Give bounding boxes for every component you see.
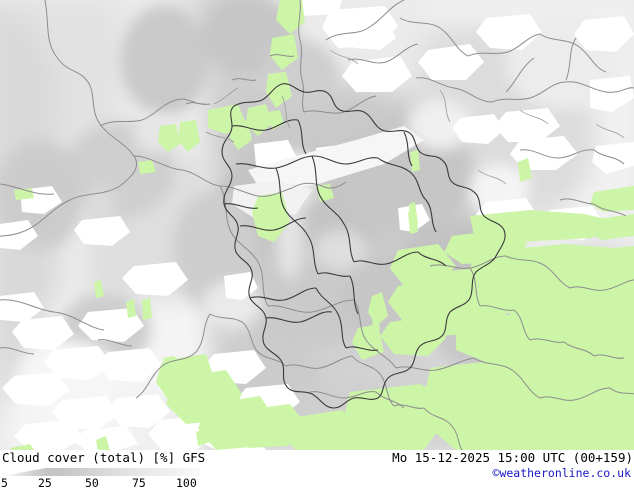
colorbar-tick-4: 100: [176, 476, 197, 490]
weather-map[interactable]: [0, 0, 634, 450]
copyright-credit: ©weatheronline.co.uk: [492, 466, 631, 480]
colorbar-tick-0: 5: [1, 476, 8, 490]
coastline-layer: [0, 0, 634, 450]
map-footer: Cloud cover (total) [%] GFS Mo 15-12-202…: [0, 450, 634, 490]
map-canvas: [0, 0, 634, 450]
colorbar-tick-2: 50: [85, 476, 99, 490]
german-state-borders-layer: [221, 83, 506, 409]
colorbar-tick-labels: 5 25 50 75 100: [0, 477, 215, 490]
colorbar-tick-1: 25: [38, 476, 52, 490]
colorbar-tick-3: 75: [132, 476, 146, 490]
parameter-title: Cloud cover (total) [%] GFS: [2, 450, 206, 465]
colorbar-gradient: [2, 468, 200, 476]
secondary-borders-layer: [205, 49, 625, 185]
colorbar[interactable]: 5 25 50 75 100: [0, 466, 215, 490]
clear-sky-green-layer: [10, 0, 634, 450]
valid-time-label: Mo 15-12-2025 15:00 UTC (00+159): [392, 450, 633, 465]
